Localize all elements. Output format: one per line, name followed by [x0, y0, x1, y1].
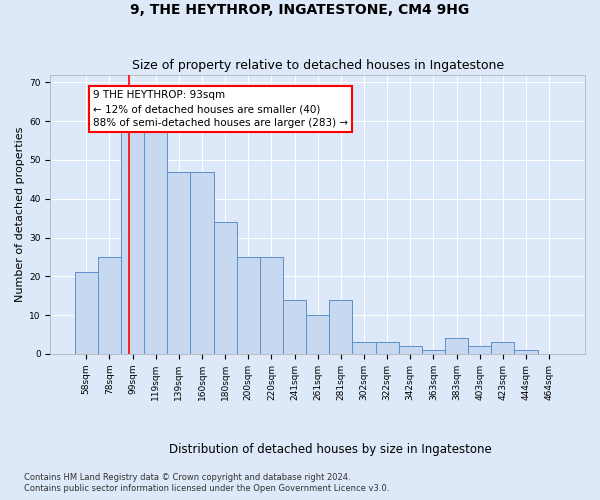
Bar [144, 129, 167, 354]
Title: Size of property relative to detached houses in Ingatestone: Size of property relative to detached ho… [131, 59, 504, 72]
Text: Distribution of detached houses by size in Ingatestone: Distribution of detached houses by size … [169, 442, 491, 456]
Bar [445, 338, 468, 354]
Bar [260, 257, 283, 354]
Text: 9, THE HEYTHROP, INGATESTONE, CM4 9HG: 9, THE HEYTHROP, INGATESTONE, CM4 9HG [130, 2, 470, 16]
Bar [214, 222, 236, 354]
Bar [190, 172, 214, 354]
Text: Contains HM Land Registry data © Crown copyright and database right 2024.: Contains HM Land Registry data © Crown c… [24, 472, 350, 482]
Text: 9 THE HEYTHROP: 93sqm
← 12% of detached houses are smaller (40)
88% of semi-deta: 9 THE HEYTHROP: 93sqm ← 12% of detached … [93, 90, 349, 128]
Bar [352, 342, 376, 354]
Y-axis label: Number of detached properties: Number of detached properties [15, 126, 25, 302]
Bar [306, 315, 329, 354]
Bar [74, 272, 98, 354]
Bar [376, 342, 398, 354]
Text: Contains public sector information licensed under the Open Government Licence v3: Contains public sector information licen… [24, 484, 389, 493]
Bar [167, 172, 190, 354]
Bar [514, 350, 538, 354]
Bar [329, 300, 352, 354]
Bar [491, 342, 514, 354]
Bar [398, 346, 422, 354]
Bar [422, 350, 445, 354]
Bar [98, 257, 121, 354]
Bar [121, 129, 144, 354]
Bar [468, 346, 491, 354]
Bar [283, 300, 306, 354]
Bar [236, 257, 260, 354]
